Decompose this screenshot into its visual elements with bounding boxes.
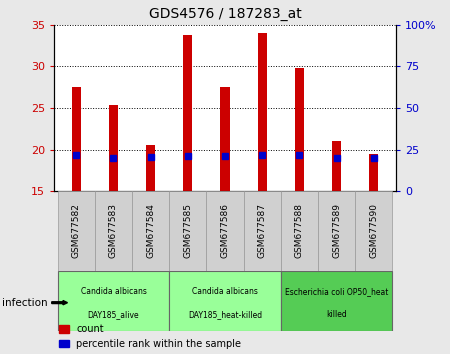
Bar bbox=[58, 271, 169, 331]
Bar bbox=[332, 141, 341, 191]
Bar bbox=[95, 191, 132, 271]
Text: DAY185_heat-killed: DAY185_heat-killed bbox=[188, 310, 262, 319]
Bar bbox=[109, 105, 118, 191]
Text: Escherichia coli OP50_heat: Escherichia coli OP50_heat bbox=[285, 287, 388, 296]
Bar bbox=[169, 271, 281, 331]
Bar bbox=[132, 191, 169, 271]
Text: killed: killed bbox=[326, 310, 347, 319]
Text: GSM677586: GSM677586 bbox=[220, 204, 230, 258]
Bar bbox=[257, 33, 267, 191]
Text: Candida albicans: Candida albicans bbox=[192, 287, 258, 296]
Text: GSM677583: GSM677583 bbox=[109, 204, 118, 258]
Text: infection: infection bbox=[2, 298, 48, 308]
Bar bbox=[281, 191, 318, 271]
Text: GSM677590: GSM677590 bbox=[369, 204, 378, 258]
Text: GSM677582: GSM677582 bbox=[72, 204, 81, 258]
Text: GSM677585: GSM677585 bbox=[183, 204, 192, 258]
Bar bbox=[220, 87, 230, 191]
Bar bbox=[243, 191, 281, 271]
Legend: count, percentile rank within the sample: count, percentile rank within the sample bbox=[59, 324, 241, 349]
Text: DAY185_alive: DAY185_alive bbox=[88, 310, 140, 319]
Bar bbox=[169, 191, 207, 271]
Bar bbox=[146, 145, 155, 191]
Text: Candida albicans: Candida albicans bbox=[81, 287, 146, 296]
Text: GSM677587: GSM677587 bbox=[258, 204, 267, 258]
Bar bbox=[355, 191, 392, 271]
Bar bbox=[58, 191, 95, 271]
Text: GSM677584: GSM677584 bbox=[146, 204, 155, 258]
Bar bbox=[369, 154, 378, 191]
Text: GSM677589: GSM677589 bbox=[332, 204, 341, 258]
Bar bbox=[72, 87, 81, 191]
Bar bbox=[281, 271, 392, 331]
Bar bbox=[318, 191, 355, 271]
Bar bbox=[295, 68, 304, 191]
Bar bbox=[207, 191, 243, 271]
Title: GDS4576 / 187283_at: GDS4576 / 187283_at bbox=[148, 7, 302, 21]
Text: GSM677588: GSM677588 bbox=[295, 204, 304, 258]
Bar bbox=[183, 35, 193, 191]
